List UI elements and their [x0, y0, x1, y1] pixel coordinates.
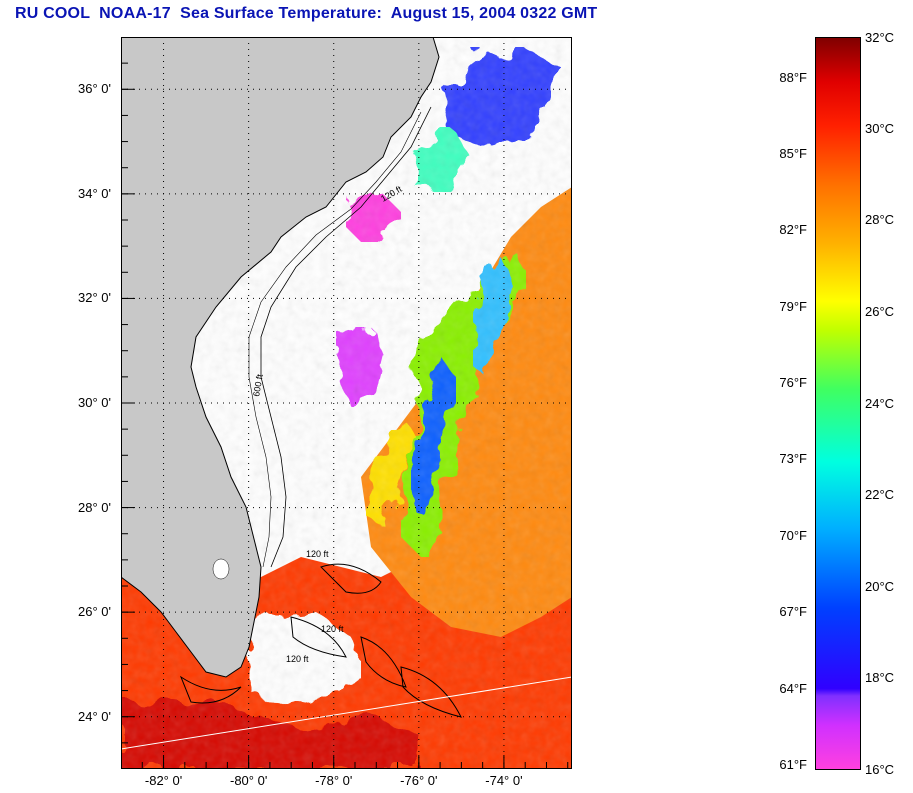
isobath-120ft: [248, 111, 422, 568]
fahrenheit-label: 79°F: [779, 298, 807, 314]
latitude-label: 26° 0': [78, 604, 111, 620]
celsius-label: 20°C: [865, 578, 895, 594]
celsius-label: 28°C: [865, 212, 895, 228]
isobath-label: 120 ft: [306, 549, 329, 559]
celsius-label: 16°C: [865, 762, 895, 777]
isobath-label: 120 ft: [286, 654, 309, 664]
fahrenheit-label: 82°F: [779, 222, 807, 238]
longitude-label: -74° 0': [485, 773, 523, 788]
graticule: [121, 37, 572, 769]
celsius-label: 22°C: [865, 487, 895, 503]
map-title: RU COOL NOAA-17 Sea Surface Temperature:…: [15, 5, 598, 22]
bahamas-islands: [290, 563, 462, 718]
latitude-label: 28° 0': [78, 499, 111, 515]
celsius-label: 24°C: [865, 395, 895, 411]
fahrenheit-label: 61°F: [779, 756, 807, 772]
swath-edge-line: [121, 676, 572, 750]
celsius-label: 18°C: [865, 670, 895, 686]
latitude-label: 34° 0': [78, 185, 111, 201]
celsius-label: 30°C: [865, 120, 895, 136]
longitude-label: -78° 0': [315, 773, 353, 788]
longitude-label: -76° 0': [400, 773, 438, 788]
latitude-label: 32° 0': [78, 290, 111, 306]
fahrenheit-label: 70°F: [779, 527, 807, 543]
longitude-label: -80° 0': [229, 773, 268, 788]
fahrenheit-label: 73°F: [779, 451, 807, 467]
fahrenheit-label: 76°F: [779, 375, 807, 391]
isobath-label: 120 ft: [321, 624, 344, 634]
fahrenheit-label: 85°F: [779, 146, 807, 162]
celsius-label: 32°C: [865, 30, 895, 45]
florida-keys: [179, 675, 242, 704]
celsius-label: 26°C: [865, 303, 895, 319]
isobath-label: 600 ft: [251, 373, 265, 397]
fahrenheit-label: 88°F: [779, 69, 807, 85]
map-border: [121, 37, 572, 769]
isobath-600ft: [260, 106, 432, 568]
temperature-color-bar: [815, 37, 861, 770]
land-us-mainland: [121, 37, 440, 678]
latitude-label: 30° 0': [78, 395, 111, 410]
lake-okeechobee: [212, 558, 230, 580]
longitude-label: -82° 0': [144, 773, 183, 788]
fahrenheit-label: 67°F: [779, 604, 807, 620]
latitude-label: 36° 0': [78, 81, 111, 97]
sst-map-panel: 120 ft 600 ft 120 ft 120 ft 120 ft: [121, 37, 572, 769]
latitude-label: 24° 0': [78, 708, 111, 724]
fahrenheit-label: 64°F: [779, 680, 807, 696]
